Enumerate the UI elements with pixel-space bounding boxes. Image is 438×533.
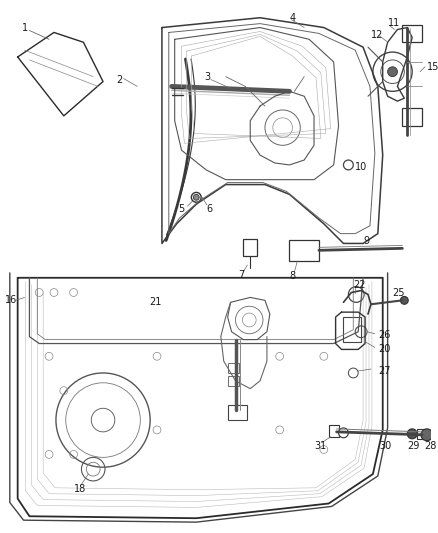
Bar — [227, 406, 247, 420]
Text: 31: 31 — [313, 441, 325, 450]
Text: 3: 3 — [204, 71, 210, 82]
Text: 15: 15 — [426, 62, 438, 72]
Circle shape — [399, 296, 407, 304]
Text: 12: 12 — [370, 30, 382, 41]
Circle shape — [193, 195, 199, 200]
Bar — [227, 376, 239, 386]
Text: 4: 4 — [289, 13, 295, 23]
Bar — [289, 239, 318, 261]
Text: 16: 16 — [5, 295, 17, 305]
Text: 5: 5 — [178, 204, 184, 214]
Text: 22: 22 — [353, 280, 365, 289]
Bar — [416, 429, 426, 439]
Bar — [328, 425, 338, 437]
Text: 29: 29 — [406, 441, 419, 450]
Text: 20: 20 — [377, 344, 389, 354]
Circle shape — [387, 67, 396, 77]
Bar — [227, 363, 239, 373]
Bar — [402, 25, 421, 42]
Text: 27: 27 — [377, 366, 389, 376]
Bar — [243, 239, 257, 256]
Text: 21: 21 — [149, 297, 161, 308]
Text: 10: 10 — [354, 162, 367, 172]
Text: 11: 11 — [387, 18, 399, 28]
Text: 6: 6 — [205, 204, 212, 214]
Text: 8: 8 — [289, 271, 295, 281]
Text: 9: 9 — [362, 237, 368, 246]
Text: 26: 26 — [377, 330, 389, 340]
Circle shape — [338, 428, 348, 438]
Bar — [343, 317, 360, 342]
Circle shape — [420, 429, 432, 441]
Circle shape — [406, 429, 416, 439]
Text: 28: 28 — [423, 441, 435, 450]
Text: 30: 30 — [379, 441, 391, 450]
Text: 7: 7 — [238, 270, 244, 280]
Text: 2: 2 — [116, 75, 122, 85]
Text: 1: 1 — [21, 22, 28, 33]
Circle shape — [191, 192, 201, 202]
Text: 25: 25 — [392, 287, 404, 297]
Text: 18: 18 — [74, 484, 86, 494]
Bar — [402, 108, 421, 126]
